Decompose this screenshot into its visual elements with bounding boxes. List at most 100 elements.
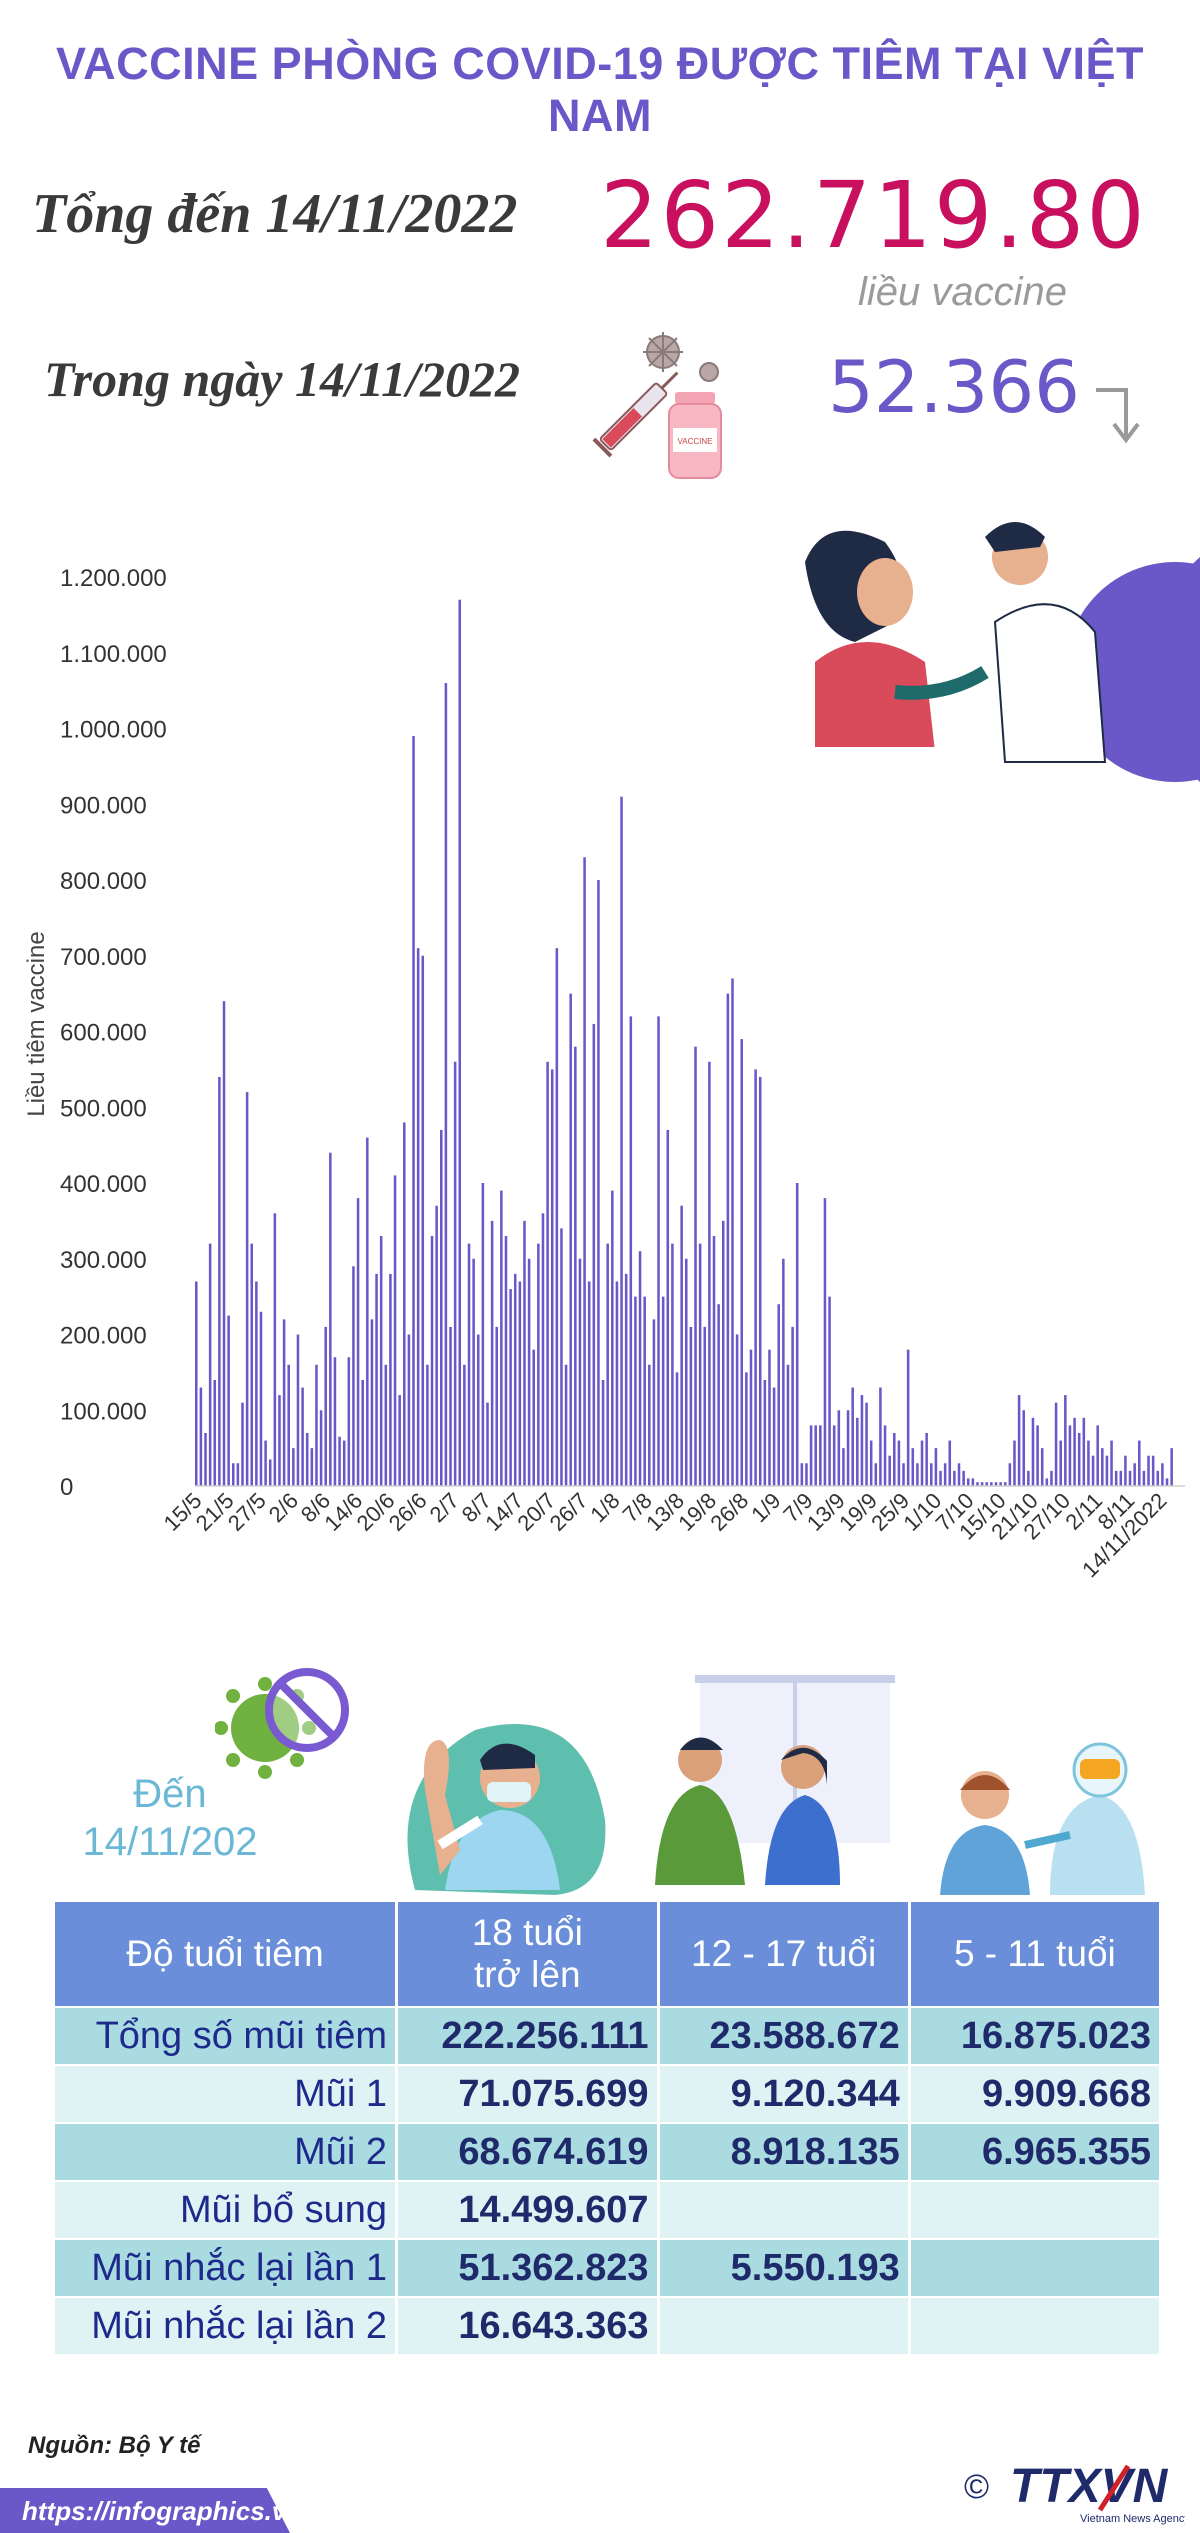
table-row: Mũi 2 68.674.619 8.918.135 6.965.355 [55,2124,1159,2180]
bar [754,1069,757,1487]
bar [1054,1402,1058,1486]
bar [250,1243,254,1486]
bar [675,1372,679,1487]
bar [550,1069,554,1487]
day-label: Trong ngày 14/11/2022 [44,351,520,407]
y-tick-label: 1.100.000 [60,641,167,668]
value-cell: 6.965.355 [910,2124,1159,2180]
value-cell [910,2240,1159,2296]
bar [1096,1425,1099,1486]
bar [532,1349,535,1486]
bar [527,1258,531,1486]
vaccination-illustration [805,522,1200,782]
bar [1138,1440,1141,1486]
bar [772,1387,776,1486]
bar [458,599,462,1486]
bar [990,1482,993,1486]
bar [222,1001,226,1486]
bar [509,1289,512,1486]
bar [629,1016,633,1486]
bar [994,1482,998,1486]
header-18-plus: 18 tuổi trở lên [398,1902,657,2006]
bar [1119,1470,1123,1486]
bar [865,1402,868,1486]
table-row: Mũi 1 71.075.699 9.120.344 9.909.668 [55,2066,1159,2122]
bar [962,1470,965,1486]
bar [1110,1440,1113,1486]
bar [708,1061,711,1486]
footer-url-bar [0,2488,290,2533]
bar [546,1061,549,1486]
bar [227,1315,230,1486]
header-line: trở lên [474,1954,581,1995]
bar [911,1448,915,1487]
bar [342,1440,346,1486]
value-cell: 16.875.023 [910,2008,1159,2064]
bar [361,1379,364,1486]
bar [624,1273,628,1486]
y-tick-label: 700.000 [60,944,147,971]
bar [403,1122,406,1486]
bar [1073,1417,1076,1486]
bar [481,1183,485,1486]
bar [195,1281,198,1487]
footer-url-link[interactable]: https://infographics.vn [22,2496,303,2526]
bar [1128,1470,1132,1486]
bar [1133,1463,1136,1486]
bar [823,1198,827,1486]
bar [971,1478,975,1486]
bar [384,1364,388,1486]
bar [1156,1470,1160,1486]
total-label: Tổng đến 14/11/2022 [32,183,518,245]
bar [1017,1395,1021,1486]
y-tick-label: 400.000 [60,1171,147,1198]
bar [1003,1482,1007,1486]
down-arrow-icon [1096,388,1140,444]
value-cell [659,2182,908,2238]
bar [476,1334,480,1486]
bar [444,683,448,1486]
bar [1059,1440,1062,1486]
bar [957,1463,961,1486]
table-body: Tổng số mũi tiêm 222.256.111 23.588.672 16.… [55,2008,1159,2354]
bar [564,1364,568,1486]
bar [768,1349,771,1486]
bar [648,1364,651,1486]
bar [657,1016,660,1486]
bar [375,1273,378,1486]
y-axis-ticks: 1.200.000 1.100.000 1.000.000 900.000 800.00… [60,565,167,1501]
bar [537,1243,540,1486]
bar [726,993,730,1487]
value-cell [910,2182,1159,2238]
bar [204,1432,207,1487]
bar [819,1425,822,1486]
bar [1161,1463,1164,1486]
bar [1151,1455,1155,1486]
bar [800,1463,804,1486]
table-row: Tổng số mũi tiêm 222.256.111 23.588.672 16.… [55,2008,1159,2064]
bar [749,1349,753,1486]
bar [930,1463,933,1486]
value-cell: 16.643.363 [398,2298,657,2354]
bar [906,1349,910,1486]
bar [893,1432,896,1487]
bar [694,1046,697,1486]
bar [717,1304,720,1486]
bar [259,1311,263,1486]
bar [879,1387,882,1486]
x-tick-label: 26/6 [384,1488,432,1536]
y-tick-label: 900.000 [60,792,147,819]
bar [305,1432,309,1487]
table-header-row: Độ tuổi tiêm 18 tuổi trở lên 12 - 17 tuổi… [55,1902,1159,2006]
row-label-cell: Tổng số mũi tiêm [55,2008,396,2064]
bar [592,1023,596,1486]
teen-vaccination-illustration [655,1675,895,1885]
bar [578,1258,582,1486]
bar [1165,1478,1169,1486]
ttxvn-logo: © TTXVN Vietnam News Agency [964,2460,1185,2525]
y-tick-label: 600.000 [60,1020,147,1047]
bar [435,1205,438,1486]
bar [601,1379,605,1486]
bar [661,1296,665,1487]
bar [296,1334,300,1486]
